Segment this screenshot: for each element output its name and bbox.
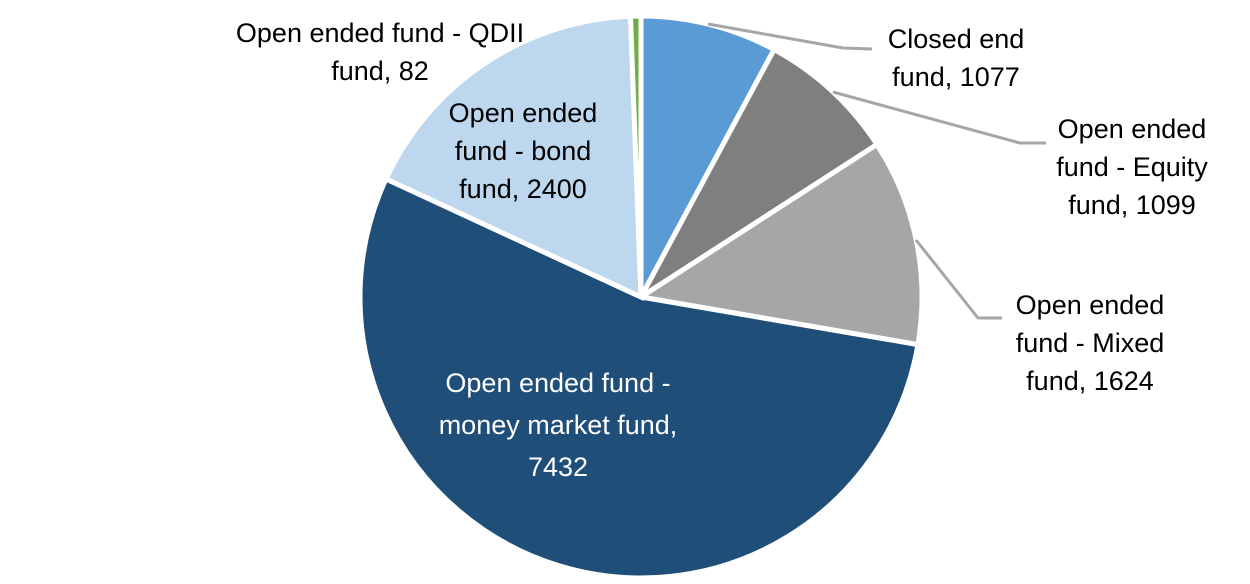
leader-line-mixed-fund	[914, 239, 1002, 320]
label-line: fund, 1624	[1026, 366, 1154, 396]
pie-slice-open-ended-fund-qdii-fund[interactable]	[627, 13, 644, 298]
pie-slice-open-ended-fund-bond-fund[interactable]	[382, 13, 644, 301]
label-line: Closed end	[887, 24, 1025, 54]
label-line: fund - Equity	[1056, 152, 1208, 182]
label-line: Open ended	[1057, 114, 1207, 144]
label-line: Open ended fund - QDII	[235, 18, 525, 48]
label-line: Open ended	[1015, 290, 1165, 320]
label-line: fund, 1099	[1068, 190, 1196, 220]
leader-line-equity-fund	[832, 90, 1046, 145]
leader-lines	[707, 22, 1046, 320]
label-line: fund, 82	[331, 56, 429, 86]
label-closed-end-fund: Closed end fund, 1077	[888, 20, 1025, 96]
pie-slice-open-ended-fund-equity-fund[interactable]	[638, 46, 881, 300]
label-mixed-fund: Open ended fund - Mixed fund, 1624	[1016, 286, 1165, 400]
label-money-market-fund: Open ended fund - money market fund, 743…	[439, 362, 678, 488]
label-line: Open ended fund -	[445, 368, 671, 398]
label-line: Open ended	[448, 98, 598, 128]
pie-slice-open-ended-fund-money-market-fund[interactable]	[357, 175, 921, 581]
pie-slices	[357, 13, 925, 581]
leader-line-closed-end-fund	[707, 22, 873, 51]
label-line: fund, 1077	[892, 62, 1020, 92]
label-line: money market fund,	[438, 410, 678, 440]
label-qdii-fund: Open ended fund - QDII fund, 82	[236, 14, 524, 90]
label-line: fund - Mixed	[1015, 328, 1165, 358]
label-bond-fund: Open ended fund - bond fund, 2400	[449, 94, 598, 208]
label-line: 7432	[527, 452, 589, 482]
label-equity-fund: Open ended fund - Equity fund, 1099	[1056, 110, 1208, 224]
label-line: fund - bond	[454, 136, 592, 166]
label-line: fund, 2400	[459, 174, 587, 204]
